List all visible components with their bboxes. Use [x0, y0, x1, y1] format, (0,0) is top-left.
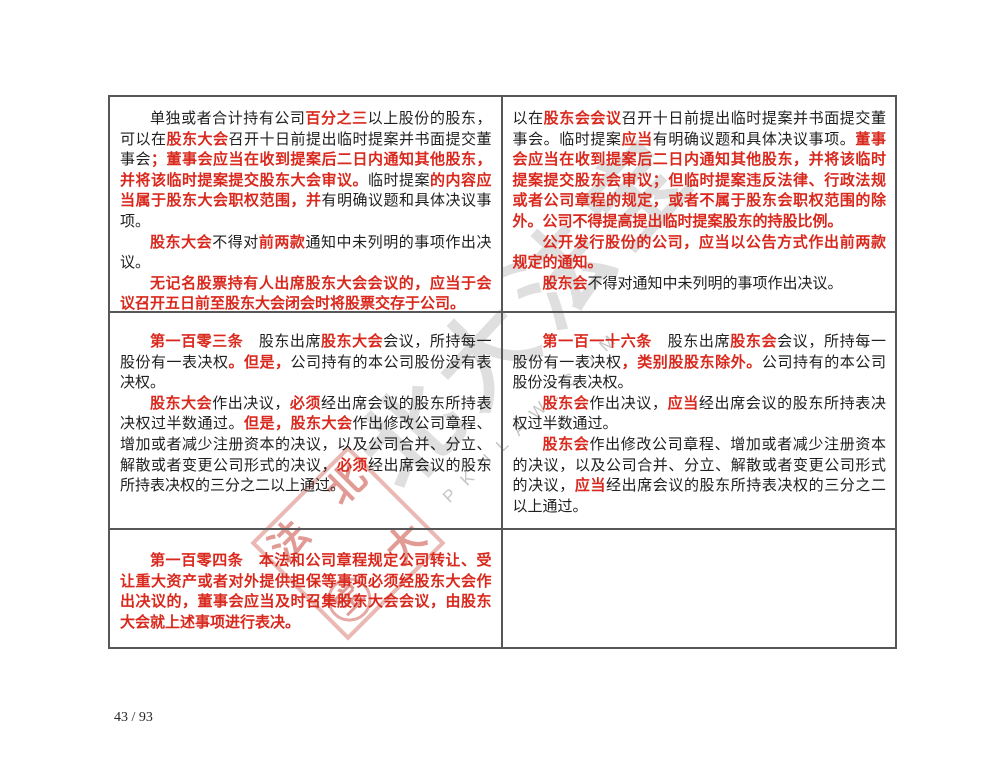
revised-text-segment: 公开发行股份的公司，应当以公告方式作出前两款规定的通知。 — [512, 233, 887, 272]
page-number: 43 / 93 — [114, 710, 153, 725]
text-segment: 不得对 — [212, 234, 259, 251]
text-segment: 单独或者合计持有公司 — [150, 111, 306, 127]
paragraph: 股东会作出决议，应当经出席会议的股东所持表决权过半数通过。 — [513, 394, 887, 435]
table-cell-r3-c1: 第一百零四条 本法和公司章程规定公司转让、受让重大资产或者对外提供担保等事项必须… — [110, 530, 503, 647]
text-segment: 会议，所持每一股份有一表决权 — [512, 334, 886, 371]
paragraph: 股东大会作出决议，必须经出席会议的股东所持表决权过半数通过。但是，股东大会作出修… — [120, 394, 492, 497]
text-segment: 经出席会议的股东所持表决权过半数通过。 — [120, 395, 492, 433]
revised-text-segment: 股东大会 — [150, 233, 213, 251]
text-segment: 经出席会议的股东所持表决权过半数通过。 — [512, 395, 886, 433]
revised-text-segment: 股东会 — [542, 435, 590, 453]
text-segment: 公司持有的本公司股份没有表决权。 — [512, 354, 886, 392]
table-cell-r2-c2: 第一百一十六条 股东出席股东会会议，所持每一股份有一表决权，类别股股东除外。公司… — [502, 313, 895, 530]
text-segment: 作出修改公司章程、增加或者减少注册资本的决议，以及公司合并、分立、解散或者变更公… — [120, 416, 492, 474]
revised-text-segment: ，类别股股东除外。 — [621, 353, 762, 371]
revised-text-segment: 前两款 — [258, 233, 306, 251]
text-segment: 作出决议， — [589, 395, 668, 412]
revised-text-segment: 的内容应当属于股东大会职权范围，并 — [120, 171, 492, 210]
table-cell-r1-c1: 单独或者合计持有公司百分之三以上股份的股东，可以在股东大会召开十日前提出临时提案… — [110, 97, 503, 313]
text-segment: 股东出席 — [651, 334, 731, 350]
revised-text-segment: ；董事会应当在收到提案后二日内通知其他股东，并将该临时提案提交股东大会审议。 — [120, 151, 492, 189]
text-segment: 有明确议题和具体决议事项。 — [652, 131, 856, 148]
text-segment: 召开十日前提出临时提案并书面提交董事会 — [120, 131, 492, 169]
text-segment: 股东出席 — [243, 334, 322, 350]
revised-text-segment: 股东大会 — [321, 333, 384, 350]
revised-text-segment: 股东会会议 — [543, 110, 622, 127]
revised-text-segment: 但是，股东大会 — [244, 415, 353, 433]
paragraph: 第一百零四条 本法和公司章程规定公司转让、受让重大资产或者对外提供担保等事项必须… — [120, 551, 492, 633]
revised-text-segment: 股东大会 — [150, 394, 213, 412]
paragraph: 以在股东会会议召开十日前提出临时提案并书面提交董事会。临时提案应当有明确议题和具… — [513, 109, 887, 233]
revised-text-segment: 第一百零四条 本法和公司章程规定公司转让、受让重大资产或者对外提供担保等事项必须… — [120, 552, 492, 631]
text-segment: 不得对通知中未列明的事项作出决议。 — [587, 275, 843, 292]
paragraph: 股东会作出修改公司章程、增加或者减少注册资本的决议，以及公司合并、分立、解散或者… — [513, 435, 887, 517]
text-segment: 公司持有的本公司股份没有表决权。 — [120, 354, 492, 392]
revised-text-segment: 必须 — [289, 394, 322, 412]
text-segment: 会议，所持每一股份有一表决权 — [120, 334, 492, 371]
paragraph: 股东大会不得对前两款通知中未列明的事项作出决议。 — [120, 233, 492, 274]
revised-text-segment: 股东会 — [542, 274, 588, 292]
paragraph: 第一百一十六条 股东出席股东会会议，所持每一股份有一表决权，类别股股东除外。公司… — [513, 332, 887, 394]
table-cell-r1-c2: 以在股东会会议召开十日前提出临时提案并书面提交董事会。临时提案应当有明确议题和具… — [502, 97, 895, 313]
table-cell-r3-c2 — [503, 530, 896, 647]
text-segment: 有明确议题和具体决议事项。 — [120, 193, 492, 230]
revised-text-segment: 无记名股票持有人出席股东大会会议的，应当于会议召开五日前至股东大会闭会时将股票交… — [120, 274, 492, 313]
revised-text-segment: 百分之三 — [305, 110, 368, 127]
revised-text-segment: 股东会 — [730, 333, 778, 350]
paragraph: 无记名股票持有人出席股东大会会议的，应当于会议召开五日前至股东大会闭会时将股票交… — [120, 274, 492, 313]
text-segment: 召开十日前提出临时提案并书面提交董事会。临时提案 — [512, 111, 886, 148]
text-segment: 作出修改公司章程、增加或者减少注册资本的决议，以及公司合并、分立、解散或者变更公… — [512, 436, 887, 495]
revised-text-segment: 应当 — [621, 130, 653, 148]
revised-text-segment: 第一百零三条 — [150, 333, 244, 350]
text-segment: 通知中未列明的事项作出决议。 — [120, 234, 492, 272]
text-segment: 经出席会议的股东所持表决权的三分之二以上通过。 — [512, 478, 886, 515]
revised-text-segment: 股东大会 — [166, 130, 229, 148]
table-cell-r2-c1: 第一百零三条 股东出席股东大会会议，所持每一股份有一表决权。但是，公司持有的本公… — [110, 313, 503, 530]
revised-text-segment: 必须 — [336, 456, 368, 474]
paragraph: 公开发行股份的公司，应当以公告方式作出前两款规定的通知。 — [513, 233, 887, 274]
revised-text-segment: 董事会应当在收到提案后二日内通知其他股东，并将该临时提案提交股东会审议；但临时提… — [512, 130, 887, 230]
revised-text-segment: 应当 — [574, 477, 607, 495]
text-segment: 以在 — [512, 111, 544, 127]
comparison-table: 单独或者合计持有公司百分之三以上股份的股东，可以在股东大会召开十日前提出临时提案… — [108, 95, 897, 649]
text-segment: 作出决议， — [212, 395, 290, 412]
revised-text-segment: 股东会 — [542, 394, 590, 412]
text-segment: 以上股份的股东，可以在 — [120, 111, 492, 148]
revised-text-segment: 应当 — [667, 394, 699, 412]
revised-text-segment: 第一百一十六条 — [542, 333, 652, 350]
paragraph: 股东会不得对通知中未列明的事项作出决议。 — [513, 274, 887, 295]
paragraph: 第一百零三条 股东出席股东大会会议，所持每一股份有一表决权。但是，公司持有的本公… — [120, 332, 492, 394]
text-segment: 临时提案 — [367, 172, 430, 189]
text-segment: 经出席会议的股东所持表决权的三分之二以上通过。 — [120, 457, 492, 495]
paragraph: 单独或者合计持有公司百分之三以上股份的股东，可以在股东大会召开十日前提出临时提案… — [120, 109, 492, 233]
revised-text-segment: 。但是， — [228, 353, 291, 371]
